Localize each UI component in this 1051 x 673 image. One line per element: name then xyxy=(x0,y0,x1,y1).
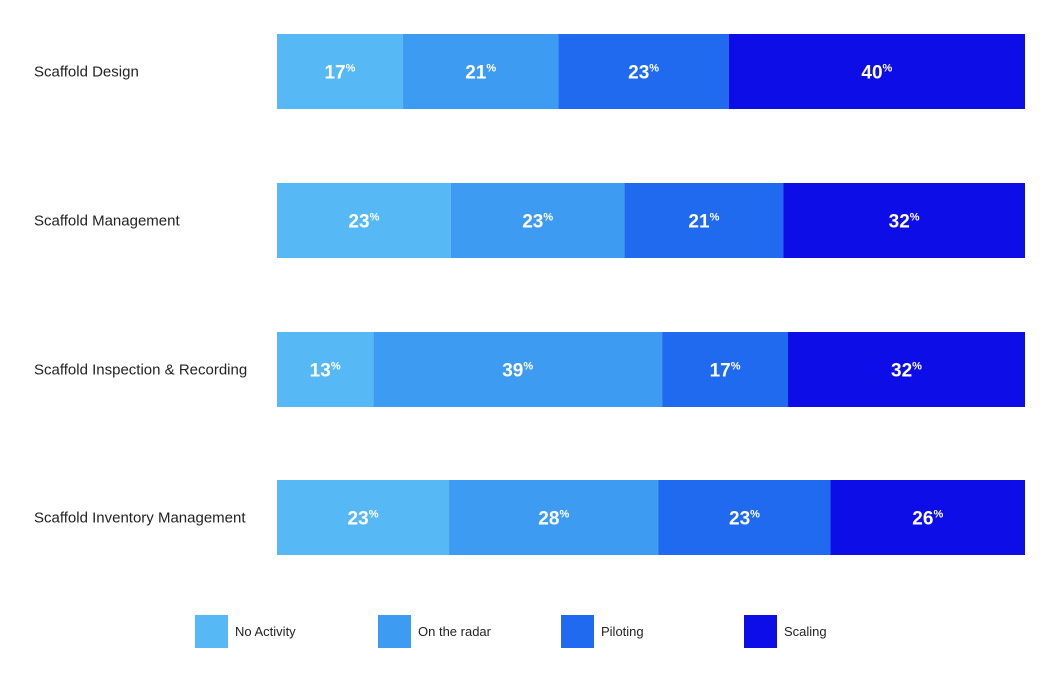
data-label-value: 23 xyxy=(522,212,543,233)
category-label: Scaffold Inspection & Recording xyxy=(34,362,247,379)
data-label-unit: % xyxy=(750,509,760,521)
data-label: 23% xyxy=(628,63,659,84)
data-label: 40% xyxy=(861,63,892,84)
bar-segment xyxy=(373,332,663,407)
data-label-unit: % xyxy=(331,361,341,373)
data-label-value: 21 xyxy=(688,212,710,233)
data-label-unit: % xyxy=(543,212,553,224)
data-label-value: 23 xyxy=(729,509,750,530)
data-label: 21% xyxy=(688,212,719,233)
data-label: 32% xyxy=(891,361,922,382)
data-label: 17% xyxy=(710,361,741,382)
legend-item: On the radar xyxy=(378,615,492,648)
data-label-value: 32 xyxy=(891,361,912,382)
data-label-unit: % xyxy=(346,63,356,75)
data-label-value: 13 xyxy=(310,361,331,382)
data-label-value: 23 xyxy=(628,63,649,84)
data-label-unit: % xyxy=(370,212,380,224)
data-label-value: 17 xyxy=(324,63,345,84)
data-label: 13% xyxy=(310,361,341,382)
data-label: 26% xyxy=(912,509,943,530)
bar-segment xyxy=(624,183,784,258)
data-label-value: 26 xyxy=(912,509,933,530)
bar-segment xyxy=(450,183,625,258)
bar-segment xyxy=(277,183,451,258)
bar-segment xyxy=(658,480,831,555)
data-label: 23% xyxy=(522,212,553,233)
bar-segment xyxy=(558,34,729,109)
data-label: 23% xyxy=(348,212,379,233)
data-label-value: 28 xyxy=(538,509,559,530)
legend-label: Piloting xyxy=(601,624,644,639)
data-label: 23% xyxy=(348,509,379,530)
bars: 17% 21% 23% 40%23% 23% 21% 32%13% 39% 17% 32%23% 2… xyxy=(277,34,1025,555)
data-label-unit: % xyxy=(486,63,496,75)
data-label-unit: % xyxy=(933,509,943,521)
data-label: 28% xyxy=(538,509,569,530)
category-label: Scaffold Design xyxy=(34,64,139,81)
data-label-unit: % xyxy=(912,361,922,373)
legend-label: Scaling xyxy=(784,624,827,639)
data-label-unit: % xyxy=(910,212,920,224)
bar-segment xyxy=(830,480,1025,555)
data-label-value: 21 xyxy=(465,63,487,84)
data-label-value: 17 xyxy=(710,361,731,382)
category-label: Scaffold Management xyxy=(34,213,180,230)
bar-segment xyxy=(277,332,374,407)
bar-segment xyxy=(277,34,403,109)
bar-segment xyxy=(728,34,1025,109)
data-label-unit: % xyxy=(369,509,379,521)
data-label-unit: % xyxy=(883,63,893,75)
data-label: 21% xyxy=(465,63,496,84)
bar-segment xyxy=(662,332,789,407)
bar-segment xyxy=(277,480,450,555)
data-label-unit: % xyxy=(710,212,720,224)
legend-swatch xyxy=(195,615,228,648)
bar-segment xyxy=(788,332,1025,407)
data-label-unit: % xyxy=(731,361,741,373)
legend-swatch xyxy=(378,615,411,648)
legend-item: No Activity xyxy=(195,615,296,648)
data-label-value: 23 xyxy=(348,509,369,530)
legend-label: On the radar xyxy=(418,624,492,639)
data-label: 23% xyxy=(729,509,760,530)
data-label: 17% xyxy=(324,63,355,84)
data-label-unit: % xyxy=(559,509,569,521)
data-label-value: 39 xyxy=(502,361,523,382)
data-label-value: 23 xyxy=(348,212,369,233)
bar-segment xyxy=(783,183,1025,258)
legend-swatch xyxy=(744,615,777,648)
category-labels: Scaffold Design Scaffold Management Scaffo… xyxy=(34,64,247,527)
data-label-value: 32 xyxy=(889,212,910,233)
legend-item: Piloting xyxy=(561,615,644,648)
category-label: Scaffold Inventory Management xyxy=(34,510,246,527)
data-label: 39% xyxy=(502,361,533,382)
bar-segment xyxy=(402,34,559,109)
data-label: 32% xyxy=(889,212,920,233)
bar-segment xyxy=(449,480,659,555)
legend-label: No Activity xyxy=(235,624,296,639)
legend-swatch xyxy=(561,615,594,648)
data-label-unit: % xyxy=(649,63,659,75)
legend-item: Scaling xyxy=(744,615,827,648)
data-label-value: 40 xyxy=(861,63,882,84)
data-label-unit: % xyxy=(523,361,533,373)
legend: No Activity On the radar Piloting Scaling xyxy=(195,615,827,648)
